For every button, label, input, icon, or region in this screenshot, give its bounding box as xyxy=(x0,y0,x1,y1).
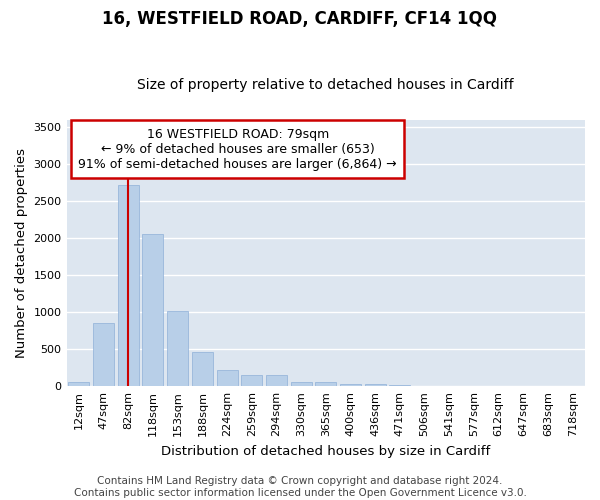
Bar xyxy=(266,374,287,386)
Bar xyxy=(389,384,410,386)
Text: 16, WESTFIELD ROAD, CARDIFF, CF14 1QQ: 16, WESTFIELD ROAD, CARDIFF, CF14 1QQ xyxy=(103,10,497,28)
Bar xyxy=(118,184,139,386)
Bar xyxy=(167,310,188,386)
Bar xyxy=(192,352,213,386)
Bar xyxy=(217,370,238,386)
Bar xyxy=(290,382,311,386)
Bar xyxy=(142,234,163,386)
X-axis label: Distribution of detached houses by size in Cardiff: Distribution of detached houses by size … xyxy=(161,444,490,458)
Bar xyxy=(315,382,336,386)
Bar xyxy=(365,384,386,386)
Title: Size of property relative to detached houses in Cardiff: Size of property relative to detached ho… xyxy=(137,78,514,92)
Bar xyxy=(241,374,262,386)
Y-axis label: Number of detached properties: Number of detached properties xyxy=(15,148,28,358)
Bar xyxy=(93,323,114,386)
Text: Contains HM Land Registry data © Crown copyright and database right 2024.
Contai: Contains HM Land Registry data © Crown c… xyxy=(74,476,526,498)
Text: 16 WESTFIELD ROAD: 79sqm
← 9% of detached houses are smaller (653)
91% of semi-d: 16 WESTFIELD ROAD: 79sqm ← 9% of detache… xyxy=(79,128,397,170)
Bar xyxy=(68,382,89,386)
Bar xyxy=(340,384,361,386)
